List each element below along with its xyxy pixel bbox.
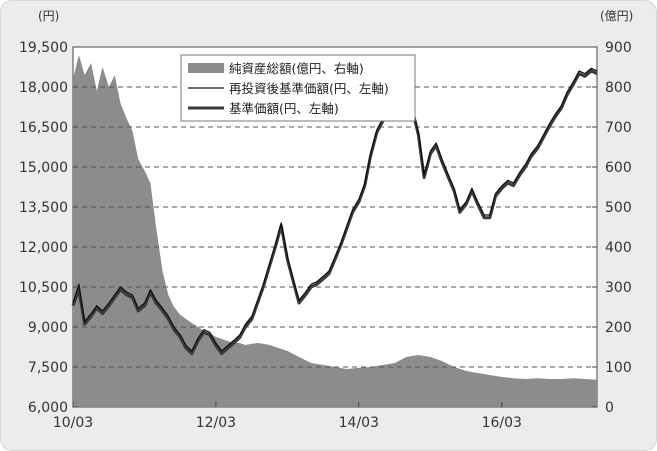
right-tick-label: 700 [605,120,632,136]
right-tick-label: 500 [605,200,632,216]
right-tick-label: 400 [605,240,632,256]
right-tick-label: 300 [605,280,632,296]
left-tick-label: 19,500 [19,40,68,56]
right-axis-unit: (億円) [600,9,633,23]
area-layer [73,55,597,407]
legend: 純資産総額(億円、右軸) 再投資後基準価額(円、左軸) 基準価額(円、左軸) [180,54,416,122]
reinvested-nav-line [72,67,598,352]
x-tick-label: 14/03 [339,415,379,431]
right-tick-label: 600 [605,160,632,176]
legend-item-nav: 基準価額(円、左軸) [229,101,339,116]
left-axis-unit: (円) [38,9,59,23]
left-tick-label: 12,000 [19,240,68,256]
x-tick-label: 10/03 [53,415,93,431]
x-tick-label: 16/03 [482,415,522,431]
left-tick-label: 15,000 [19,160,68,176]
left-tick-label: 9,000 [28,320,68,336]
legend-swatch [188,63,224,73]
right-tick-label: 900 [605,40,632,56]
line-layer [71,67,598,356]
left-tick-label: 18,000 [19,80,68,96]
axis-layer: 6,000 7,500 9,000 10,500 12,000 13,500 15,000 1… [19,40,632,431]
net-assets-area [73,55,597,407]
left-tick-label: 13,500 [19,200,68,216]
right-tick-label: 800 [605,80,632,96]
left-tick-label: 6,000 [28,400,68,416]
left-tick-label: 16,500 [19,120,68,136]
right-tick-label: 100 [605,360,632,376]
nav-line [71,69,598,356]
left-tick-label: 7,500 [28,360,68,376]
right-tick-label: 200 [605,320,632,336]
legend-item-net-assets: 純資産総額(億円、右軸) [229,61,364,76]
left-tick-label: 10,500 [19,280,68,296]
legend-item-reinvested-nav: 再投資後基準価額(円、左軸) [229,81,389,96]
right-tick-label: 0 [605,400,614,416]
x-tick-label: 12/03 [196,415,236,431]
